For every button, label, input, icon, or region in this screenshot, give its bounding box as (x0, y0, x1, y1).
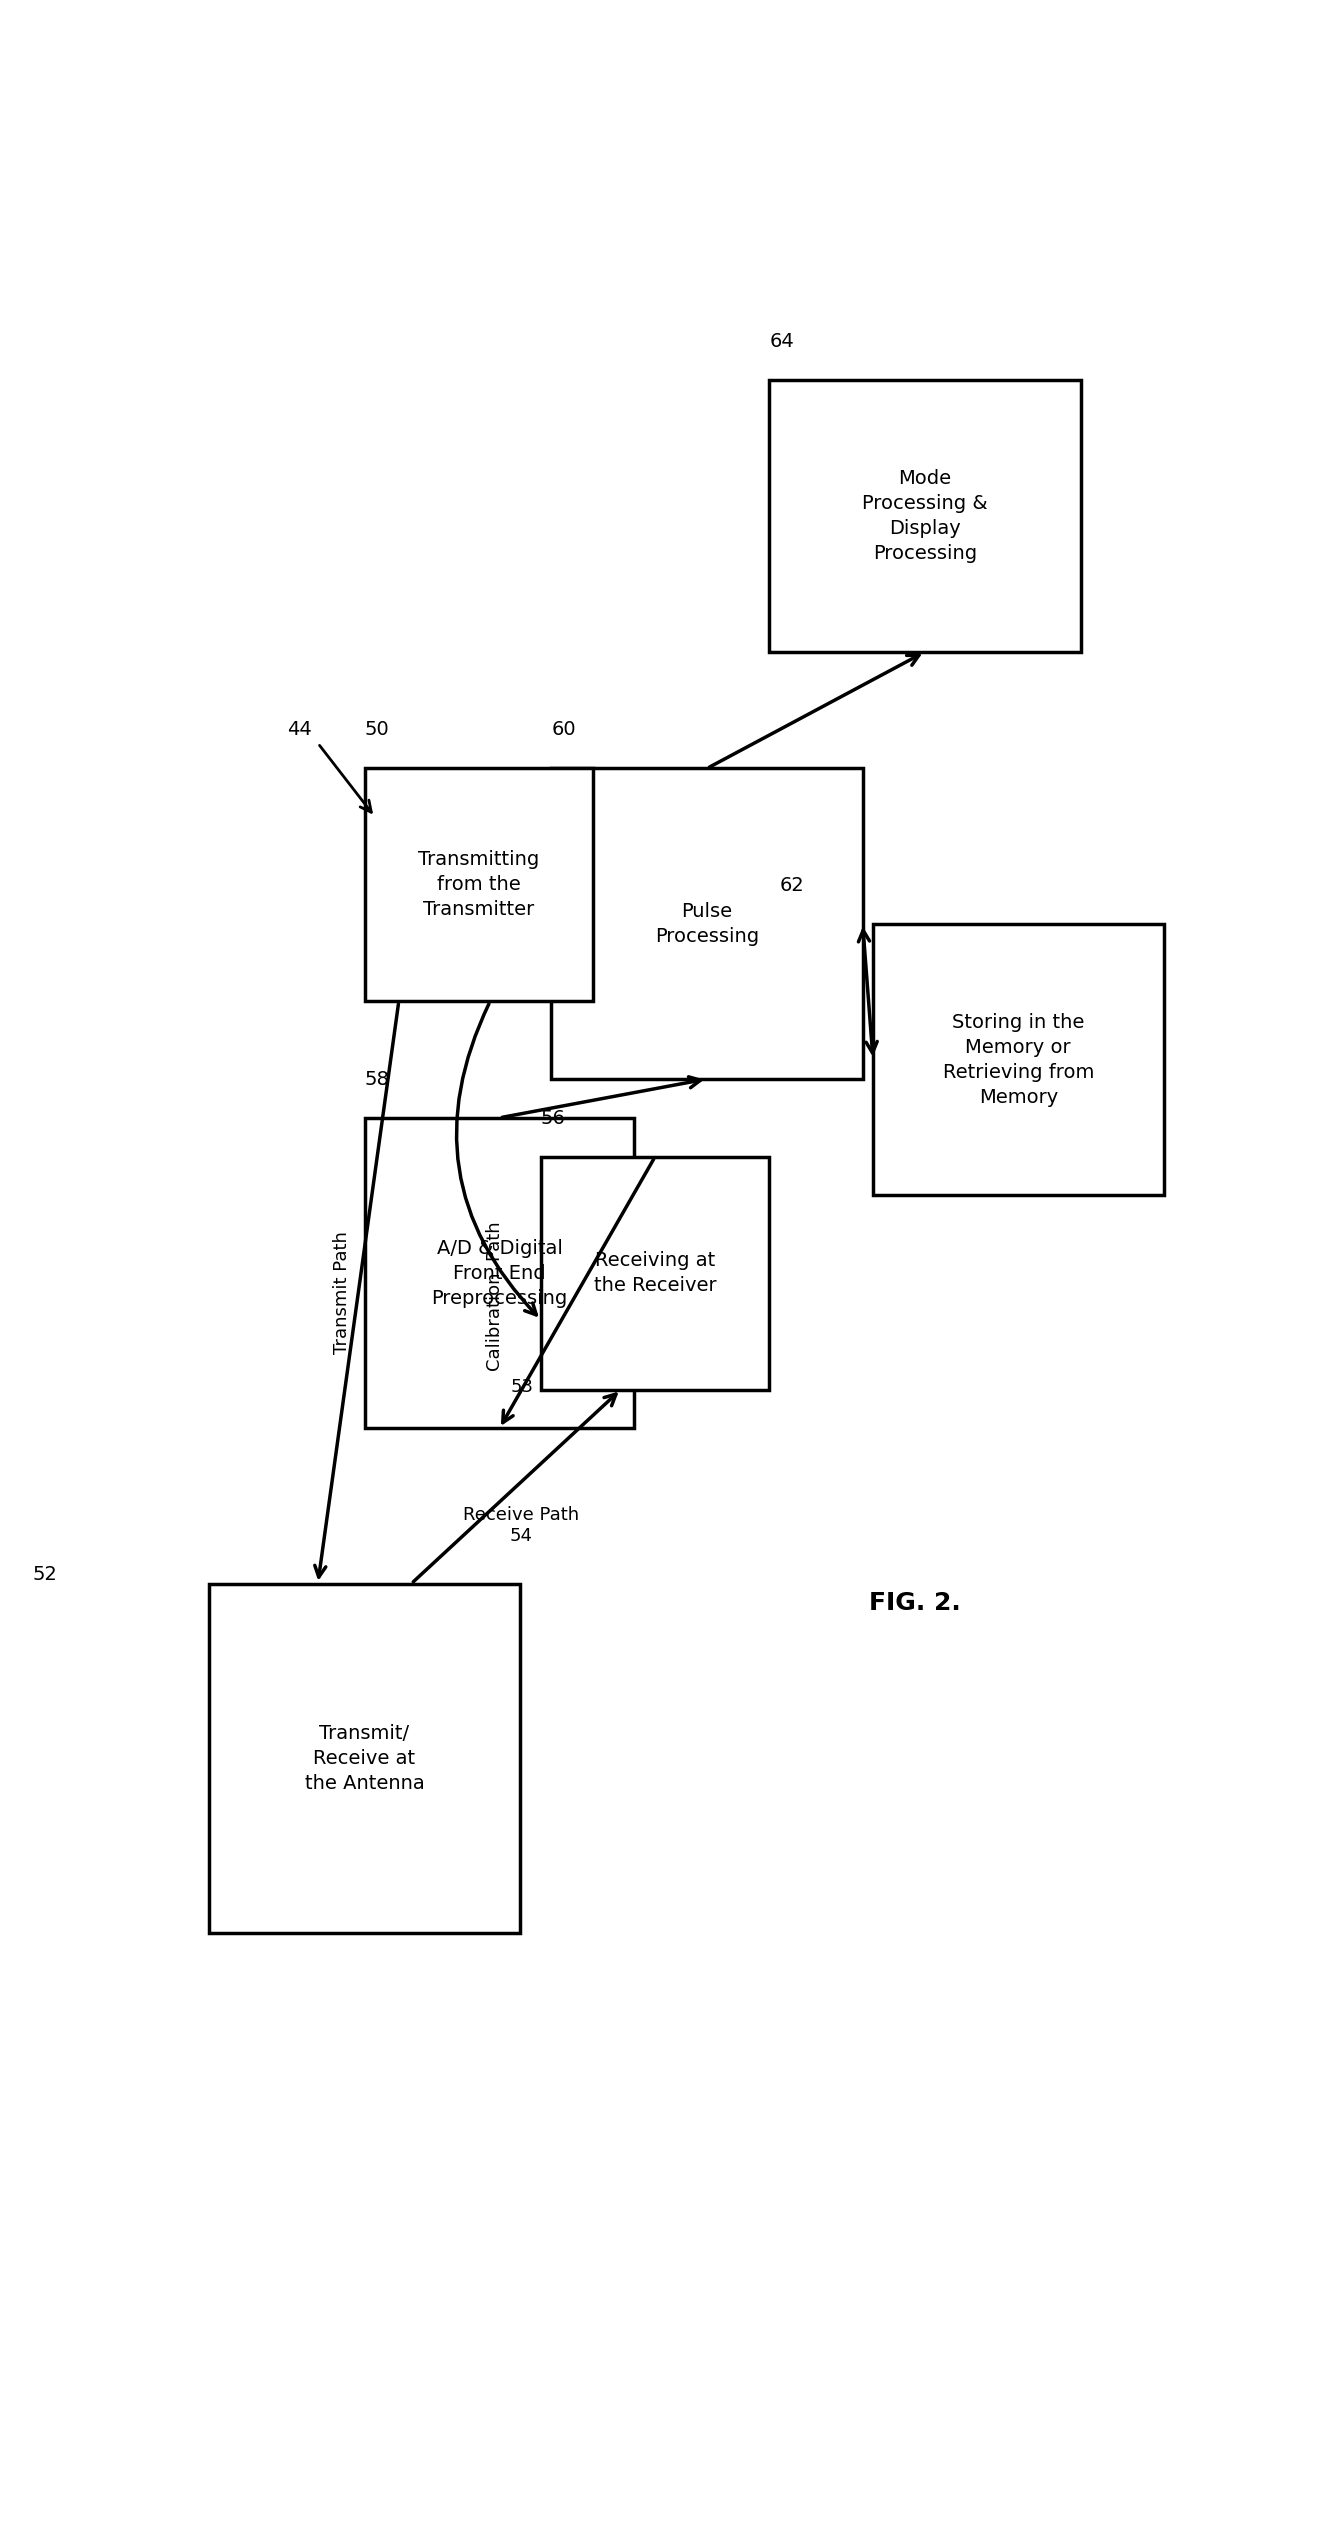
Text: 53: 53 (511, 1379, 534, 1397)
Text: Storing in the
Memory or
Retrieving from
Memory: Storing in the Memory or Retrieving from… (943, 1013, 1094, 1107)
FancyBboxPatch shape (364, 1117, 635, 1429)
Text: A/D & Digital
Front End
Preprocessing: A/D & Digital Front End Preprocessing (431, 1238, 568, 1308)
Text: Receive Path
54: Receive Path 54 (463, 1505, 580, 1545)
Text: 58: 58 (364, 1069, 390, 1089)
Text: FIG. 2.: FIG. 2. (869, 1591, 960, 1616)
Text: Transmit Path: Transmit Path (332, 1230, 351, 1354)
Text: Transmitting
from the
Transmitter: Transmitting from the Transmitter (418, 850, 540, 920)
Text: Mode
Processing &
Display
Processing: Mode Processing & Display Processing (862, 469, 988, 562)
Text: 60: 60 (552, 721, 576, 739)
Text: 62: 62 (779, 875, 805, 895)
FancyBboxPatch shape (209, 1583, 520, 1934)
Text: 64: 64 (769, 333, 794, 350)
Text: 50: 50 (364, 721, 390, 739)
FancyBboxPatch shape (769, 381, 1081, 653)
FancyBboxPatch shape (541, 1157, 769, 1389)
Text: Calibration  Path: Calibration Path (486, 1223, 503, 1371)
FancyBboxPatch shape (364, 769, 593, 1001)
Text: Transmit/
Receive at
the Antenna: Transmit/ Receive at the Antenna (305, 1724, 424, 1792)
Text: Receiving at
the Receiver: Receiving at the Receiver (593, 1250, 716, 1296)
Text: 56: 56 (541, 1109, 566, 1127)
Text: 44: 44 (287, 721, 312, 739)
FancyBboxPatch shape (873, 923, 1164, 1195)
FancyBboxPatch shape (552, 769, 862, 1079)
Text: 52: 52 (32, 1566, 58, 1583)
Text: Pulse
Processing: Pulse Processing (655, 903, 759, 945)
